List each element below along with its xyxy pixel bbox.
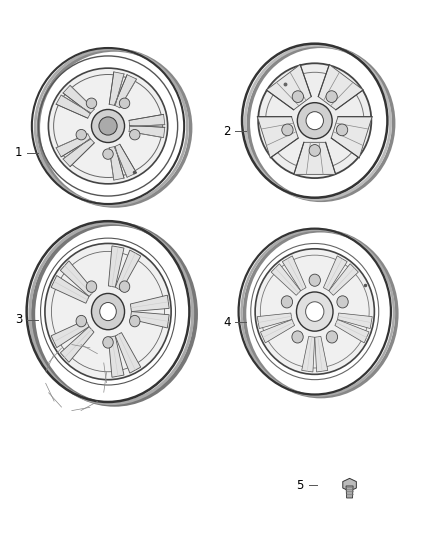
Polygon shape	[114, 144, 137, 177]
Polygon shape	[335, 320, 369, 343]
Polygon shape	[51, 276, 89, 303]
Polygon shape	[129, 115, 165, 126]
Ellipse shape	[306, 302, 324, 321]
Ellipse shape	[258, 63, 371, 178]
Ellipse shape	[309, 274, 321, 286]
Ellipse shape	[76, 130, 86, 140]
Polygon shape	[261, 320, 295, 343]
Polygon shape	[258, 117, 298, 158]
Text: 2: 2	[223, 125, 231, 138]
Polygon shape	[56, 95, 91, 118]
Polygon shape	[108, 246, 124, 287]
Polygon shape	[115, 250, 141, 290]
Ellipse shape	[292, 91, 304, 102]
Ellipse shape	[336, 124, 348, 136]
Polygon shape	[108, 336, 124, 377]
Polygon shape	[114, 75, 137, 108]
Ellipse shape	[103, 149, 113, 159]
Polygon shape	[257, 313, 292, 328]
Polygon shape	[329, 264, 358, 295]
Ellipse shape	[86, 98, 97, 109]
Ellipse shape	[86, 281, 97, 293]
Text: 1: 1	[15, 146, 22, 159]
Polygon shape	[266, 64, 311, 110]
Ellipse shape	[297, 292, 333, 331]
Ellipse shape	[309, 144, 321, 156]
Polygon shape	[56, 134, 91, 157]
Text: 5: 5	[297, 479, 304, 492]
Polygon shape	[131, 295, 169, 312]
Text: 3: 3	[15, 313, 22, 326]
Polygon shape	[63, 85, 94, 114]
Polygon shape	[318, 64, 363, 110]
Polygon shape	[51, 320, 89, 348]
Ellipse shape	[45, 244, 171, 379]
Polygon shape	[346, 486, 353, 498]
Ellipse shape	[103, 337, 113, 348]
Polygon shape	[129, 126, 165, 138]
Ellipse shape	[282, 124, 293, 136]
Polygon shape	[302, 336, 314, 372]
Polygon shape	[283, 256, 306, 291]
Ellipse shape	[337, 296, 348, 308]
Polygon shape	[60, 327, 94, 362]
Ellipse shape	[92, 109, 124, 142]
Ellipse shape	[119, 281, 130, 293]
Ellipse shape	[92, 294, 124, 330]
Ellipse shape	[99, 117, 117, 135]
Ellipse shape	[326, 91, 337, 102]
Ellipse shape	[130, 316, 140, 327]
Polygon shape	[331, 117, 372, 158]
Ellipse shape	[119, 98, 130, 109]
Ellipse shape	[48, 68, 168, 184]
Ellipse shape	[326, 331, 338, 343]
Polygon shape	[315, 336, 328, 372]
Ellipse shape	[306, 112, 323, 130]
Polygon shape	[338, 313, 372, 328]
Ellipse shape	[255, 249, 374, 374]
Polygon shape	[323, 256, 347, 291]
Polygon shape	[271, 264, 300, 295]
Ellipse shape	[100, 303, 116, 321]
Ellipse shape	[130, 130, 140, 140]
Ellipse shape	[297, 103, 332, 139]
Ellipse shape	[76, 316, 86, 327]
Polygon shape	[343, 479, 357, 491]
Text: 4: 4	[223, 316, 231, 329]
Polygon shape	[109, 147, 124, 180]
Polygon shape	[294, 142, 336, 174]
Polygon shape	[115, 333, 141, 373]
Polygon shape	[60, 261, 94, 296]
Ellipse shape	[281, 296, 293, 308]
Polygon shape	[131, 312, 169, 328]
Polygon shape	[63, 139, 94, 167]
Ellipse shape	[292, 331, 303, 343]
Polygon shape	[109, 72, 124, 106]
